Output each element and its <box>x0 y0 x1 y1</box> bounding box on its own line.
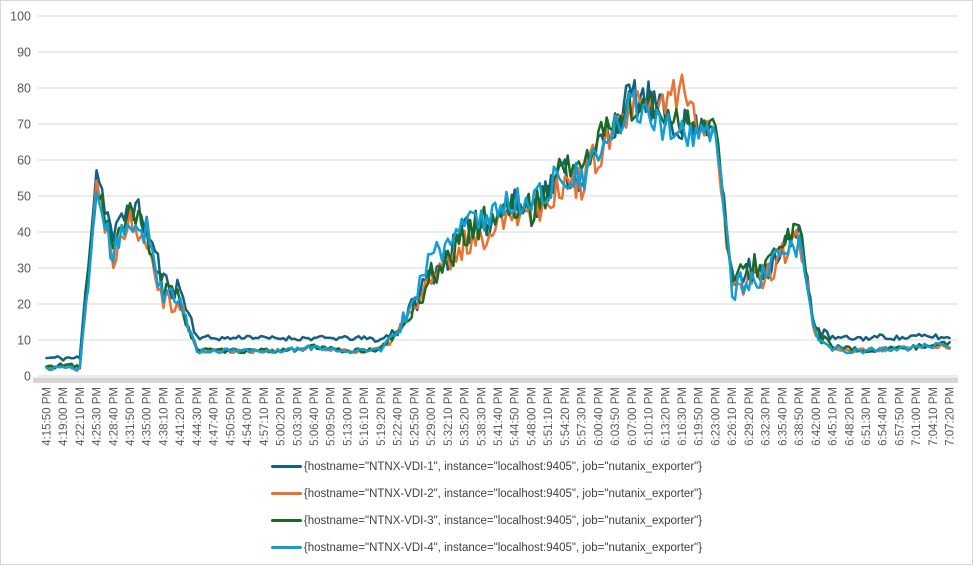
x-axis-tick-label: 4:38:10 PM <box>158 387 170 446</box>
x-axis-tick-label: 6:29:20 PM <box>744 387 756 446</box>
x-axis-tick-label: 4:19:00 PM <box>58 387 70 446</box>
x-axis-tick-label: 5:48:00 PM <box>526 387 538 446</box>
x-axis-tick-label: 5:16:10 PM <box>359 387 371 446</box>
y-axis-tick-label: 0 <box>24 370 31 384</box>
x-axis-tick-label: 6:16:30 PM <box>677 387 689 446</box>
x-axis-tick-label: 6:32:30 PM <box>761 387 773 446</box>
legend-label: {hostname="NTNX-VDI-3", instance="localh… <box>303 514 703 527</box>
legend-line-swatch <box>270 518 302 523</box>
x-axis-tick-label: 5:54:20 PM <box>560 387 572 446</box>
x-axis-tick-label: 5:44:50 PM <box>510 387 522 446</box>
legend-line-swatch <box>270 491 302 496</box>
x-axis-tick-label: 5:51:10 PM <box>543 387 555 446</box>
x-axis-tick-label: 7:01:00 PM <box>911 387 923 446</box>
x-axis-tick-label: 6:19:50 PM <box>694 387 706 446</box>
y-axis-tick-label: 20 <box>17 298 31 312</box>
x-axis-band <box>33 377 958 383</box>
x-axis-tick-label: 5:22:40 PM <box>393 387 405 446</box>
legend-line-swatch <box>270 464 302 469</box>
x-axis-tick-label: 6:23:00 PM <box>710 387 722 446</box>
legend-item: {hostname="NTNX-VDI-4", instance="localh… <box>270 540 703 555</box>
legend-item: {hostname="NTNX-VDI-2", instance="localh… <box>270 486 703 501</box>
legend-label: {hostname="NTNX-VDI-2", instance="localh… <box>303 487 703 500</box>
x-axis-tick-label: 4:31:50 PM <box>125 387 137 446</box>
y-axis-tick-label: 40 <box>17 226 31 240</box>
x-axis-tick-label: 5:41:40 PM <box>493 387 505 446</box>
x-axis-tick-label: 6:57:50 PM <box>894 387 906 446</box>
y-axis-tick-label: 30 <box>17 262 31 276</box>
x-axis-tick-label: 6:26:10 PM <box>727 387 739 446</box>
legend-label: {hostname="NTNX-VDI-4", instance="localh… <box>303 541 703 554</box>
x-axis-tick-label: 5:32:10 PM <box>443 387 455 446</box>
x-axis-tick-label: 6:54:40 PM <box>878 387 890 446</box>
x-axis-tick-label: 4:25:30 PM <box>92 387 104 446</box>
x-axis-tick-label: 4:54:00 PM <box>242 387 254 446</box>
x-axis-tick-label: 5:29:00 PM <box>426 387 438 446</box>
x-axis-tick-label: 4:28:40 PM <box>108 387 120 446</box>
x-axis-tick-label: 4:47:40 PM <box>209 387 221 446</box>
y-axis-tick-label: 70 <box>17 118 31 132</box>
x-axis-tick-label: 6:45:10 PM <box>828 387 840 446</box>
legend-line-swatch <box>270 545 302 550</box>
x-axis-tick-label: 4:57:10 PM <box>259 387 271 446</box>
series-line-4 <box>45 88 951 372</box>
y-axis-tick-label: 80 <box>17 82 31 96</box>
x-axis-tick-label: 7:04:10 PM <box>928 387 940 446</box>
x-axis-tick-label: 5:25:50 PM <box>409 387 421 446</box>
legend: {hostname="NTNX-VDI-1", instance="localh… <box>1 459 972 555</box>
x-axis-tick-label: 5:06:40 PM <box>309 387 321 446</box>
x-axis-tick-label: 6:00:40 PM <box>593 387 605 446</box>
x-axis-tick-label: 4:22:10 PM <box>75 387 87 446</box>
x-axis-tick-label: 6:42:00 PM <box>811 387 823 446</box>
x-axis-tick-label: 6:10:10 PM <box>644 387 656 446</box>
x-axis-tick-label: 6:35:40 PM <box>777 387 789 446</box>
x-axis-tick-label: 6:51:30 PM <box>861 387 873 446</box>
x-axis-tick-label: 5:38:30 PM <box>476 387 488 446</box>
x-axis-tick-label: 4:41:20 PM <box>175 387 187 446</box>
legend-item: {hostname="NTNX-VDI-3", instance="localh… <box>270 513 703 528</box>
y-axis-tick-label: 60 <box>17 154 31 168</box>
y-axis-tick-label: 50 <box>17 190 31 204</box>
x-axis-tick-label: 6:13:20 PM <box>660 387 672 446</box>
x-axis-tick-label: 5:00:20 PM <box>276 387 288 446</box>
x-axis-tick-label: 6:38:50 PM <box>794 387 806 446</box>
legend-item: {hostname="NTNX-VDI-1", instance="localh… <box>270 459 703 474</box>
x-axis-tick-label: 5:57:30 PM <box>577 387 589 446</box>
x-axis-tick-label: 6:07:00 PM <box>627 387 639 446</box>
x-axis-tick-label: 5:35:20 PM <box>460 387 472 446</box>
x-axis-tick-label: 4:35:00 PM <box>142 387 154 446</box>
line-chart: 0 10 20 30 40 50 60 70 80 90 100 4:15:50 PM 4:19:00 … <box>10 10 958 446</box>
x-axis-tick-label: 5:19:20 PM <box>376 387 388 446</box>
x-axis-tick-label: 4:15:50 PM <box>41 387 53 446</box>
x-axis-tick-label: 5:03:30 PM <box>292 387 304 446</box>
y-axis-tick-label: 90 <box>17 46 31 60</box>
x-axis-tick-label: 5:09:50 PM <box>326 387 338 446</box>
x-axis-tick-label: 7:07:20 PM <box>945 387 957 446</box>
x-axis-tick-label: 5:13:00 PM <box>342 387 354 446</box>
x-axis-tick-label: 4:44:30 PM <box>192 387 204 446</box>
x-axis-tick-label: 6:03:50 PM <box>610 387 622 446</box>
legend-label: {hostname="NTNX-VDI-1", instance="localh… <box>303 460 703 473</box>
x-axis-tick-label: 6:48:20 PM <box>844 387 856 446</box>
x-axis-tick-label: 4:50:50 PM <box>225 387 237 446</box>
y-axis-tick-label: 10 <box>17 334 31 348</box>
y-axis-tick-label: 100 <box>10 10 31 24</box>
